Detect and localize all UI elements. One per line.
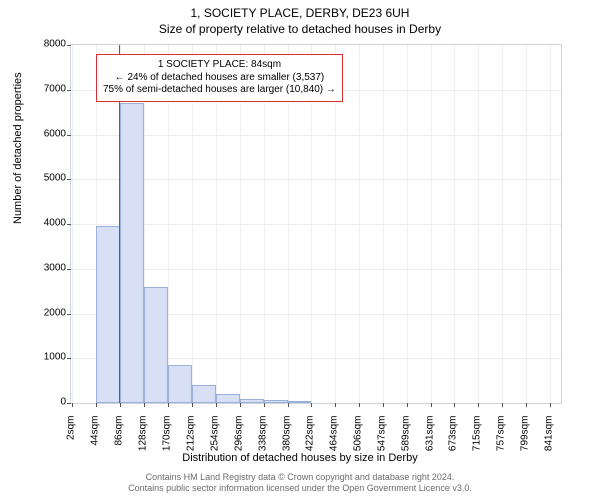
x-tick-mark: [502, 403, 503, 407]
y-tick-label: 7000: [26, 83, 66, 94]
x-tick-mark: [311, 403, 312, 407]
histogram-bar: [240, 399, 264, 403]
histogram-bar: [264, 400, 288, 403]
y-axis-label-text: Number of detached properties: [12, 72, 24, 224]
y-tick-mark: [67, 179, 71, 180]
y-tick-label: 0: [26, 397, 66, 408]
histogram-bar: [288, 401, 312, 403]
gridline-vertical: [550, 45, 551, 403]
histogram-bar: [144, 287, 168, 403]
y-tick-mark: [67, 90, 71, 91]
annotation-line3: 75% of semi-detached houses are larger (…: [103, 84, 336, 97]
y-tick-mark: [67, 224, 71, 225]
gridline-vertical: [502, 45, 503, 403]
chart-container: 1, SOCIETY PLACE, DERBY, DE23 6UH Size o…: [0, 0, 600, 500]
x-tick-mark: [264, 403, 265, 407]
y-tick-label: 8000: [26, 39, 66, 50]
chart-title-main: 1, SOCIETY PLACE, DERBY, DE23 6UH: [0, 6, 600, 20]
y-axis-label: Number of detached properties: [12, 72, 24, 224]
y-tick-label: 3000: [26, 262, 66, 273]
histogram-bar: [96, 226, 120, 403]
x-axis-label: Distribution of detached houses by size …: [0, 452, 600, 464]
gridline-vertical: [359, 45, 360, 403]
gridline-vertical: [478, 45, 479, 403]
y-tick-mark: [67, 403, 71, 404]
histogram-bar: [192, 385, 216, 403]
histogram-bar: [120, 103, 144, 403]
histogram-bar: [216, 394, 240, 403]
x-tick-mark: [431, 403, 432, 407]
chart-title-sub: Size of property relative to detached ho…: [0, 22, 600, 36]
x-tick-mark: [550, 403, 551, 407]
y-tick-label: 2000: [26, 307, 66, 318]
annotation-box: 1 SOCIETY PLACE: 84sqm ← 24% of detached…: [96, 54, 343, 102]
y-tick-mark: [67, 269, 71, 270]
x-tick-mark: [216, 403, 217, 407]
footer-line2: Contains public sector information licen…: [0, 483, 600, 494]
y-tick-label: 5000: [26, 173, 66, 184]
y-tick-label: 4000: [26, 218, 66, 229]
x-tick-mark: [383, 403, 384, 407]
x-tick-mark: [96, 403, 97, 407]
gridline-vertical: [454, 45, 455, 403]
y-tick-mark: [67, 135, 71, 136]
footer-line1: Contains HM Land Registry data © Crown c…: [0, 472, 600, 483]
x-tick-mark: [407, 403, 408, 407]
x-tick-mark: [526, 403, 527, 407]
gridline-vertical: [383, 45, 384, 403]
gridline-vertical: [72, 45, 73, 403]
x-tick-mark: [454, 403, 455, 407]
gridline-vertical: [526, 45, 527, 403]
x-tick-mark: [168, 403, 169, 407]
x-tick-mark: [335, 403, 336, 407]
annotation-line2: ← 24% of detached houses are smaller (3,…: [103, 72, 336, 85]
x-tick-mark: [192, 403, 193, 407]
y-tick-label: 1000: [26, 352, 66, 363]
x-tick-mark: [288, 403, 289, 407]
x-tick-mark: [120, 403, 121, 407]
x-tick-mark: [478, 403, 479, 407]
annotation-line1: 1 SOCIETY PLACE: 84sqm: [103, 59, 336, 72]
y-tick-mark: [67, 45, 71, 46]
gridline-vertical: [431, 45, 432, 403]
histogram-bar: [168, 365, 192, 403]
x-tick-mark: [240, 403, 241, 407]
footer: Contains HM Land Registry data © Crown c…: [0, 472, 600, 494]
y-tick-mark: [67, 358, 71, 359]
x-tick-mark: [72, 403, 73, 407]
x-tick-mark: [144, 403, 145, 407]
x-tick-mark: [359, 403, 360, 407]
gridline-vertical: [407, 45, 408, 403]
y-tick-label: 6000: [26, 128, 66, 139]
y-tick-mark: [67, 314, 71, 315]
